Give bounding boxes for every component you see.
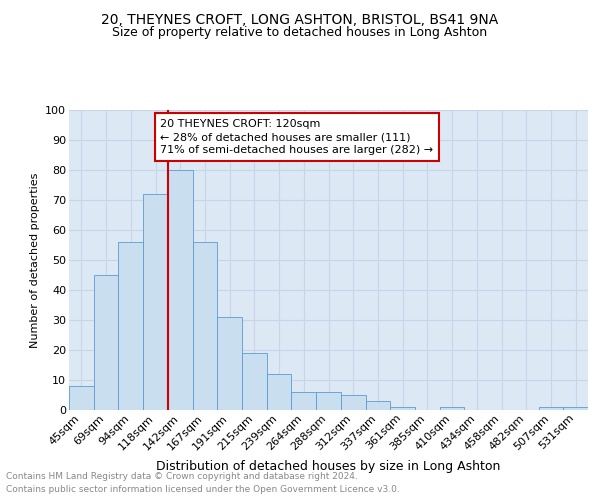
Bar: [69, 386, 94, 410]
Bar: [193, 242, 217, 410]
Bar: [341, 395, 365, 410]
Bar: [292, 392, 316, 410]
Bar: [365, 401, 390, 410]
Text: Contains public sector information licensed under the Open Government Licence v3: Contains public sector information licen…: [6, 485, 400, 494]
Text: 20, THEYNES CROFT, LONG ASHTON, BRISTOL, BS41 9NA: 20, THEYNES CROFT, LONG ASHTON, BRISTOL,…: [101, 12, 499, 26]
Bar: [563, 407, 588, 410]
Bar: [217, 317, 242, 410]
Bar: [143, 194, 168, 410]
Text: 20 THEYNES CROFT: 120sqm
← 28% of detached houses are smaller (111)
71% of semi-: 20 THEYNES CROFT: 120sqm ← 28% of detach…: [160, 119, 434, 156]
Bar: [168, 170, 193, 410]
Bar: [118, 242, 143, 410]
Text: Size of property relative to detached houses in Long Ashton: Size of property relative to detached ho…: [112, 26, 488, 39]
Bar: [539, 407, 563, 410]
X-axis label: Distribution of detached houses by size in Long Ashton: Distribution of detached houses by size …: [157, 460, 500, 473]
Bar: [242, 353, 267, 410]
Bar: [94, 275, 118, 410]
Bar: [390, 407, 415, 410]
Text: Contains HM Land Registry data © Crown copyright and database right 2024.: Contains HM Land Registry data © Crown c…: [6, 472, 358, 481]
Bar: [267, 374, 292, 410]
Bar: [316, 392, 341, 410]
Y-axis label: Number of detached properties: Number of detached properties: [29, 172, 40, 348]
Bar: [440, 407, 464, 410]
